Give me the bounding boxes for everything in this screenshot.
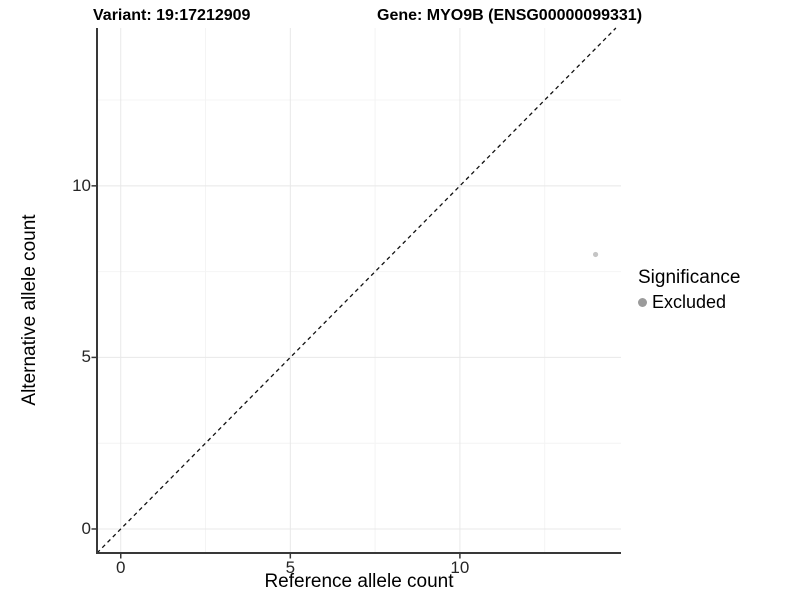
y-axis-title: Alternative allele count <box>19 214 40 406</box>
legend-item-label: Excluded <box>652 292 727 312</box>
y-tick-label: 5 <box>81 347 91 367</box>
legend-item: Excluded <box>632 291 740 313</box>
y-tick-label: 10 <box>72 175 91 195</box>
variant-title: Variant: 19:17212909 <box>93 7 251 24</box>
y-tick-label: 0 <box>81 518 91 538</box>
gene-title: Gene: MYO9B (ENSG00000099331) <box>377 7 643 24</box>
x-axis-title: Reference allele count <box>264 571 454 592</box>
legend-title: Significance <box>638 267 741 288</box>
legend-items: Excluded <box>632 291 740 313</box>
x-tick-label: 0 <box>116 558 126 577</box>
legend-point-icon <box>638 297 647 307</box>
x-tick-label: 10 <box>450 558 470 577</box>
identity-line <box>96 27 617 554</box>
legend: Significance Excluded <box>632 266 740 313</box>
x-tick-label: 5 <box>285 558 296 577</box>
data-point <box>592 251 599 258</box>
